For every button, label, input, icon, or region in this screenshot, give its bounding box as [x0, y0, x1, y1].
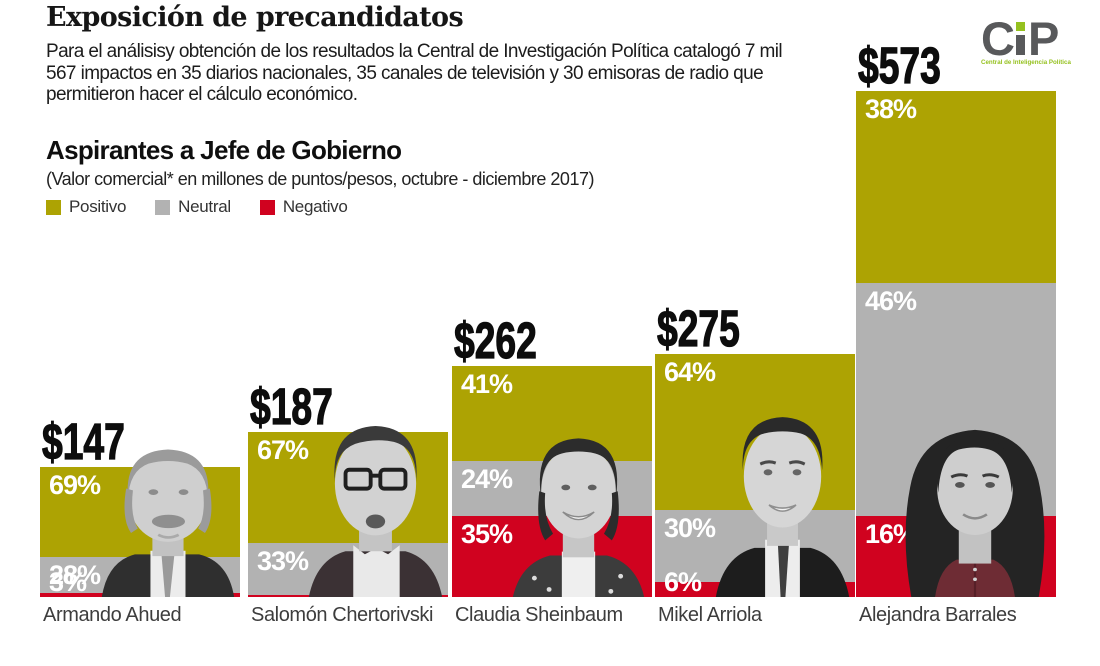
legend-label: Positivo: [69, 197, 127, 216]
bar-total-label: $275: [657, 300, 741, 357]
segment-percent-label-positivo: 67%: [257, 435, 309, 465]
legend-label: Negativo: [282, 197, 348, 216]
segment-percent-label-neutral: 28%: [49, 560, 101, 590]
segment-percent-label-positivo: 69%: [49, 470, 101, 500]
logo-letter-c: C: [981, 12, 1015, 65]
photo-salomon-chertorivski: [303, 418, 448, 597]
segment-percent-label-positivo: 41%: [461, 369, 513, 399]
segment-percent-label-neutral: 30%: [664, 513, 716, 543]
candidate-name-mikel-arriola: Mikel Arriola: [658, 604, 762, 626]
legend: Positivo Neutral Negativo: [46, 197, 348, 217]
page-title: Exposición de precandidatos: [46, 2, 464, 33]
logo-i-dot: [1015, 22, 1025, 31]
segment-percent-label-neutral: 33%: [257, 546, 309, 576]
segment-percent-label-negativo: 35%: [461, 519, 513, 549]
logo-tagline: Central de Inteligencia Política: [981, 59, 1071, 66]
bar-segment-positivo: [856, 91, 1056, 283]
intro-paragraph: Para el análisisy obtención de los resul…: [46, 41, 783, 105]
segment-percent-label-negativo: 6%: [664, 567, 702, 597]
logo-letter-i: [1015, 22, 1025, 55]
cip-logo-letters: C P: [981, 12, 1100, 65]
photo-alejandra-barrales: [894, 420, 1056, 597]
segment-percent-label-positivo: 64%: [664, 357, 716, 387]
photo-claudia-sheinbaum: [505, 427, 652, 597]
legend-item-neutral: Neutral: [155, 197, 231, 217]
legend-item-positivo: Positivo: [46, 197, 126, 217]
legend-swatch-negativo: [259, 199, 275, 215]
photo-mikel-arriola: [710, 413, 855, 597]
segment-percent-label-neutral: 46%: [865, 286, 917, 316]
cip-logo: C P Central de Inteligencia Política: [981, 12, 1100, 70]
chart-subtitle: (Valor comercial* en millones de puntos/…: [46, 169, 594, 189]
bar-total-label: $262: [454, 312, 538, 369]
candidate-name-claudia-sheinbaum: Claudia Sheinbaum: [455, 604, 623, 626]
bar-segment-positivo: [452, 366, 652, 461]
candidate-name-armando-ahued: Armando Ahued: [43, 604, 182, 626]
legend-item-negativo: Negativo: [259, 197, 348, 217]
legend-swatch-positivo: [46, 199, 61, 215]
segment-percent-label-negativo: 3%: [49, 567, 87, 597]
photo-armando-ahued: [94, 437, 240, 597]
bar-total-label: $147: [42, 413, 126, 470]
logo-letter-p: P: [1027, 12, 1059, 65]
bar-total-label: $187: [250, 378, 334, 435]
legend-swatch-neutral: [155, 199, 171, 215]
candidate-name-salomon-chertorivski: Salomón Chertorivski: [251, 604, 434, 626]
segment-percent-label-positivo: 38%: [865, 94, 917, 124]
legend-label: Neutral: [178, 197, 231, 216]
segment-percent-label-neutral: 24%: [461, 464, 513, 494]
bar-total-label: $573: [858, 37, 942, 94]
logo-i-stem: [1015, 35, 1025, 55]
chart-title: Aspirantes a Jefe de Gobierno: [46, 135, 402, 165]
candidate-name-alejandra-barrales: Alejandra Barrales: [859, 604, 1017, 626]
